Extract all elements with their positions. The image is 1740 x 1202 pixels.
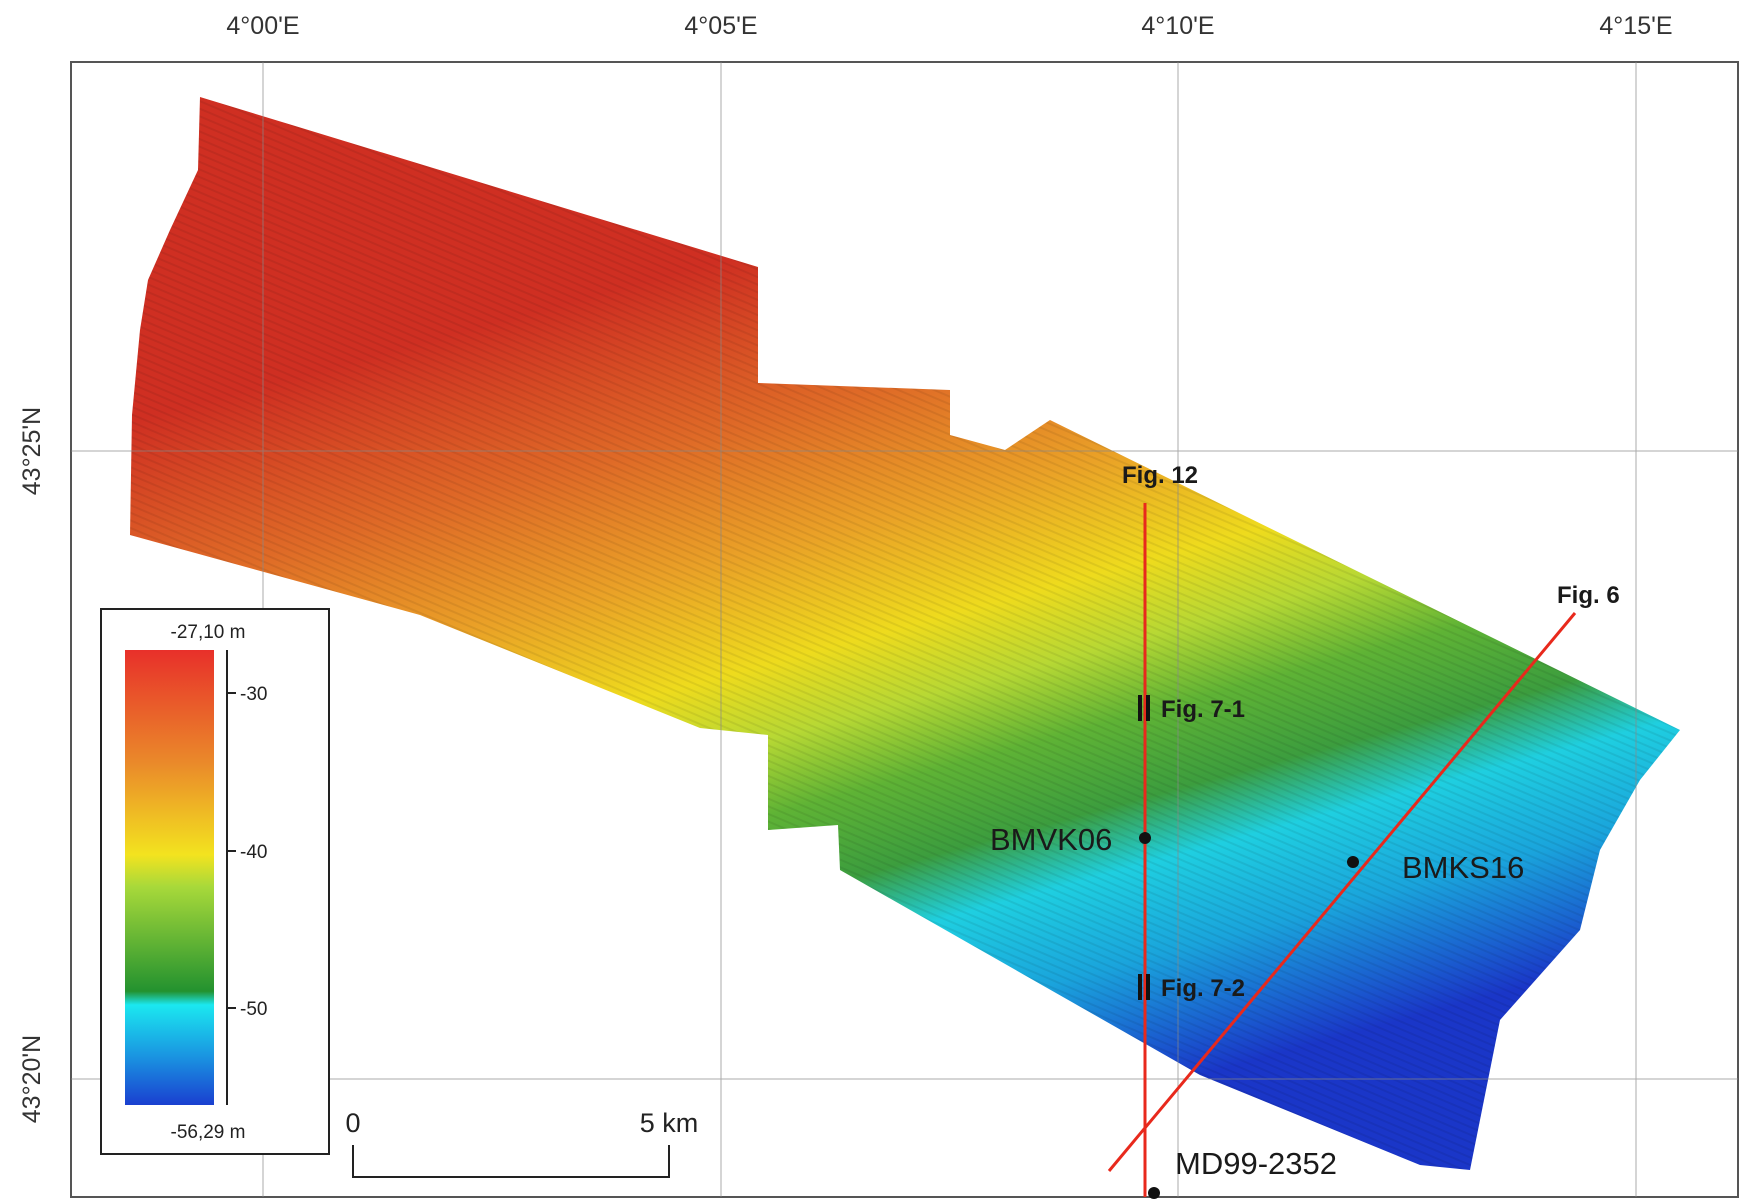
segment-label-fig-7-2: Fig. 7-2 xyxy=(1161,975,1245,1002)
station-label-bmks16: BMKS16 xyxy=(1402,850,1524,885)
latitude-label: 43°25'N xyxy=(18,407,46,495)
station-marker-md99-2352 xyxy=(1148,1187,1160,1199)
depth-legend: -27,10 m -30 -40 -50 -56,29 m xyxy=(100,608,330,1155)
legend-tick-label: -30 xyxy=(240,684,267,705)
station-label-md99-2352: MD99-2352 xyxy=(1175,1146,1337,1181)
latitude-label: 43°20'N xyxy=(18,1035,46,1123)
bathymetry-surface xyxy=(130,97,1680,1170)
longitude-label: 4°10'E xyxy=(1141,12,1214,40)
station-label-bmvk06: BMVK06 xyxy=(990,822,1112,857)
scale-start-label: 0 xyxy=(345,1108,360,1138)
legend-min-label: -56,29 m xyxy=(171,1122,246,1143)
map-frame xyxy=(70,61,1739,1198)
profile-label-fig-12: Fig. 12 xyxy=(1122,462,1198,489)
segment-marker-fig-7-1 xyxy=(1138,695,1150,721)
legend-tick-label: -50 xyxy=(240,999,267,1020)
scale-bar: 0 5 km xyxy=(345,1108,699,1178)
legend-max-label: -27,10 m xyxy=(171,622,246,643)
station-marker-bmvk06 xyxy=(1139,832,1151,844)
legend-tick-label: -40 xyxy=(240,842,267,863)
legend-color-ramp xyxy=(125,650,214,1105)
longitude-label: 4°00'E xyxy=(226,12,299,40)
profile-line-fig-6 xyxy=(1107,612,1577,1172)
segment-marker-fig-7-2 xyxy=(1138,974,1150,1000)
station-marker-bmks16 xyxy=(1347,856,1359,868)
segment-label-fig-7-1: Fig. 7-1 xyxy=(1161,696,1245,723)
longitude-label: 4°05'E xyxy=(684,12,757,40)
longitude-label: 4°15'E xyxy=(1599,12,1672,40)
scale-end-label: 5 km xyxy=(640,1108,699,1138)
profile-label-fig-6: Fig. 6 xyxy=(1557,582,1620,609)
